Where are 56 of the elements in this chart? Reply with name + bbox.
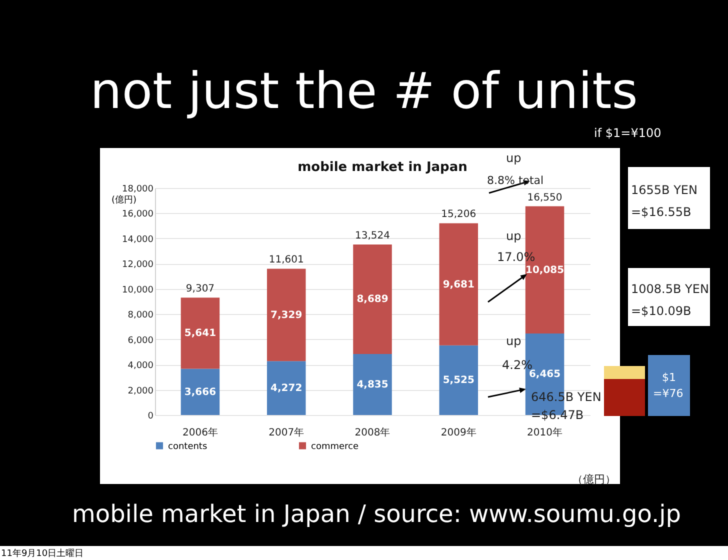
bar: [439, 223, 478, 346]
y-tick-label: 16,000: [122, 210, 154, 220]
text: =¥76: [653, 386, 684, 401]
chart-subtitle: mobile market in Japan: [298, 160, 468, 175]
text: up: [506, 150, 522, 166]
total-label: 13,524: [355, 230, 390, 242]
data-label: 5,641: [184, 328, 216, 340]
annotation: up: [506, 228, 522, 244]
legend-label: contents: [168, 442, 208, 452]
text: =$16.55B: [631, 204, 692, 220]
data-label: 4,835: [356, 380, 388, 391]
bar: [266, 268, 306, 362]
text: 11年9月10日土曜日: [1, 548, 84, 560]
text: 1655B YEN: [631, 182, 698, 198]
x-tick-label: 2007年: [268, 426, 304, 438]
total-label: 15,206: [441, 209, 476, 220]
x-tick-label: 2009年: [440, 426, 476, 438]
y-tick-label: 10,000: [122, 285, 154, 296]
annotation: up: [506, 333, 522, 349]
y-tick-label: 8,000: [128, 310, 154, 321]
y-tick-label: 14,000: [122, 234, 154, 245]
data-label: 8,689: [356, 294, 388, 306]
x-tick-label: 2010年: [527, 426, 563, 438]
y-tick-label: 2,000: [128, 386, 154, 396]
data-label: 6,465: [528, 369, 561, 380]
x-tick-label: 2006年: [182, 426, 218, 438]
y-tick-label: 18,000: [122, 184, 154, 194]
y-tick-label: 6,000: [128, 336, 154, 346]
y-axis-title: (億円): [112, 194, 137, 206]
total-label: 11,601: [268, 254, 304, 266]
data-label: 3,666: [184, 386, 216, 398]
data-label: 7,329: [270, 310, 302, 321]
chart-title: not just the # of units: [89, 62, 639, 120]
text: 1008.5B YEN: [631, 281, 709, 297]
text: if $1=¥100: [594, 125, 662, 141]
bar: [439, 345, 478, 415]
bar: [353, 354, 392, 415]
x-tick-label: 2008年: [354, 426, 390, 438]
data-label: 9,681: [442, 279, 474, 290]
total-label: 16,550: [527, 192, 562, 204]
bar: [266, 361, 306, 415]
y-tick-label: 4,000: [128, 361, 154, 372]
data-label: 10,085: [525, 264, 564, 276]
y-tick-label: 0: [148, 412, 154, 422]
bar: [353, 244, 392, 354]
bar: [180, 298, 220, 369]
y-tick-label: 12,000: [122, 260, 154, 270]
data-label: 4,272: [270, 383, 302, 394]
text: =$10.09B: [631, 303, 692, 319]
bar: [180, 368, 220, 415]
legend-label: commerce: [311, 442, 359, 452]
text: mobile market in Japan / source: www.soumu.go.jp: [72, 500, 681, 528]
text: （億円）: [572, 472, 616, 487]
text: $1: [662, 370, 676, 385]
data-label: 5,525: [442, 375, 474, 386]
total-label: 9,307: [186, 284, 215, 295]
